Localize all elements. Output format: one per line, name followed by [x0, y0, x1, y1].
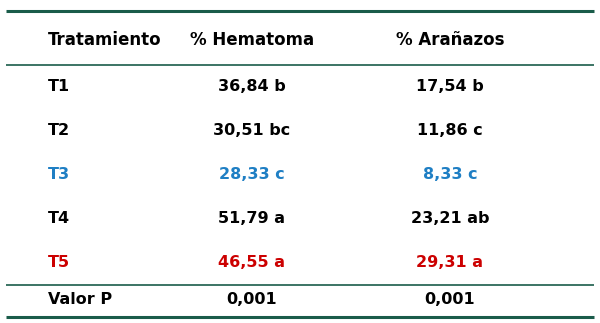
- Text: 23,21 ab: 23,21 ab: [411, 211, 489, 226]
- Text: T2: T2: [48, 123, 70, 138]
- Text: Valor P: Valor P: [48, 292, 112, 307]
- Text: Tratamiento: Tratamiento: [48, 31, 161, 49]
- Text: % Arañazos: % Arañazos: [396, 31, 504, 49]
- Text: T5: T5: [48, 255, 70, 270]
- Text: 28,33 c: 28,33 c: [219, 167, 285, 182]
- Text: % Hematoma: % Hematoma: [190, 31, 314, 49]
- Text: 0,001: 0,001: [425, 292, 475, 307]
- Text: 51,79 a: 51,79 a: [218, 211, 286, 226]
- Text: 17,54 b: 17,54 b: [416, 79, 484, 94]
- Text: 0,001: 0,001: [227, 292, 277, 307]
- Text: 29,31 a: 29,31 a: [416, 255, 484, 270]
- Text: T4: T4: [48, 211, 70, 226]
- Text: 36,84 b: 36,84 b: [218, 79, 286, 94]
- Text: 30,51 bc: 30,51 bc: [214, 123, 290, 138]
- Text: 11,86 c: 11,86 c: [417, 123, 483, 138]
- Text: T3: T3: [48, 167, 70, 182]
- Text: T1: T1: [48, 79, 70, 94]
- Text: 8,33 c: 8,33 c: [422, 167, 478, 182]
- Text: 46,55 a: 46,55 a: [218, 255, 286, 270]
